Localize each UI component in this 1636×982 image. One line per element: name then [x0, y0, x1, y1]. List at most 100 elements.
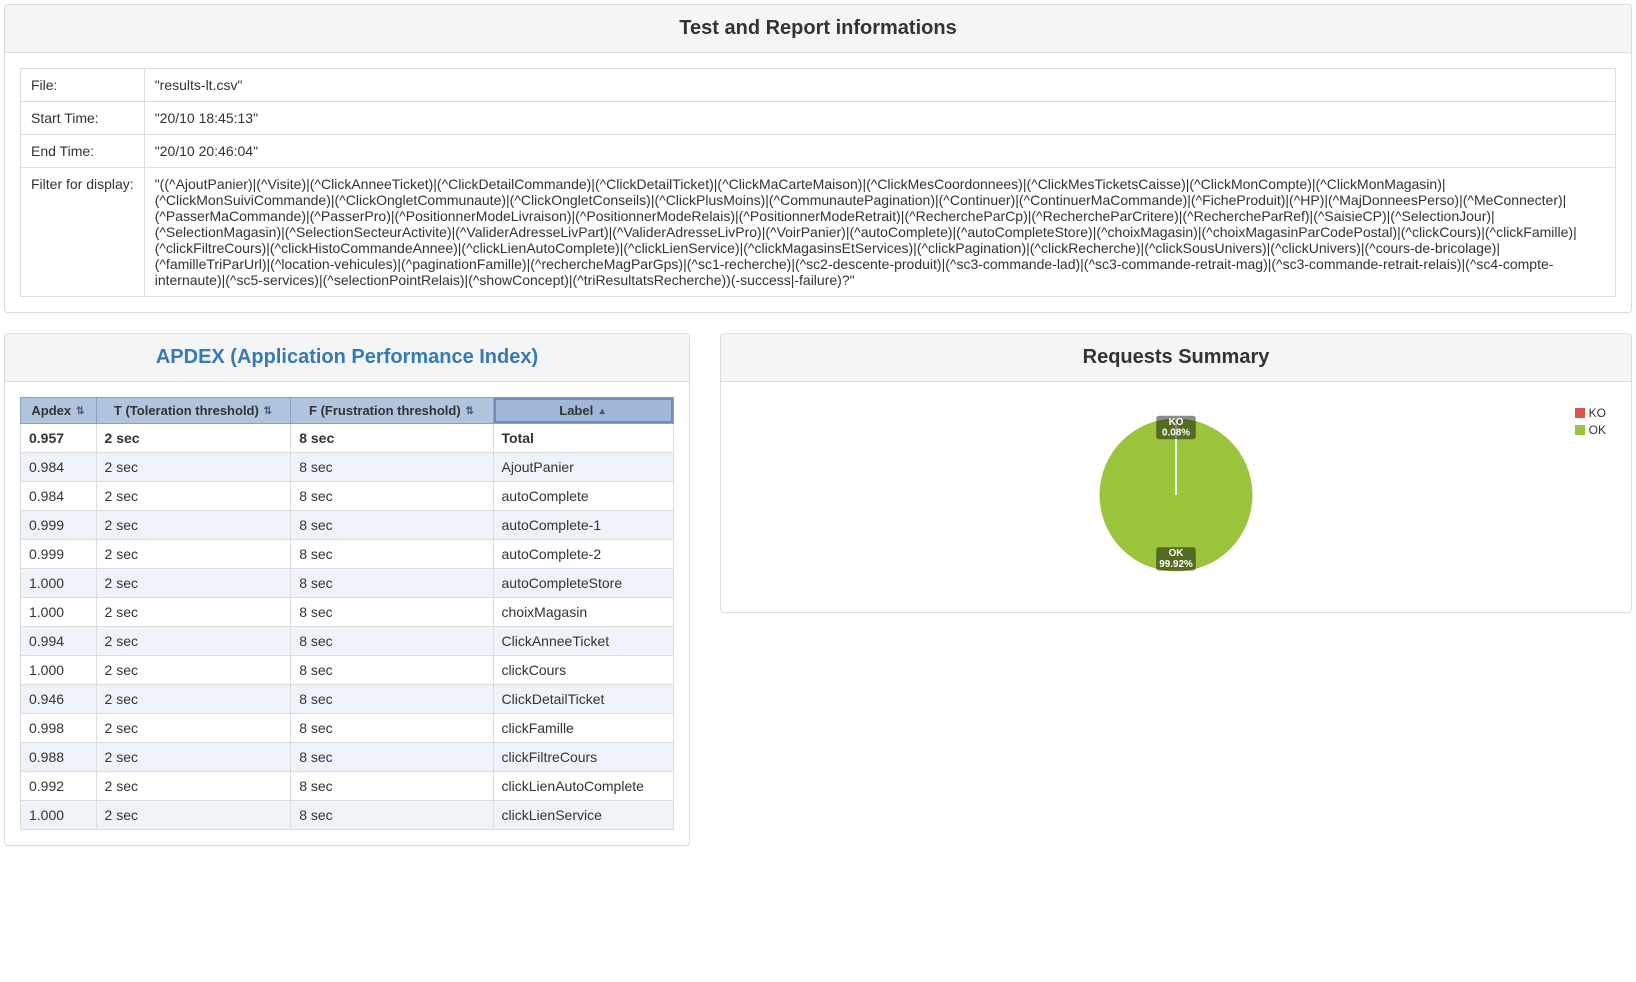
apdex-col-label: F (Frustration threshold): [309, 403, 461, 418]
info-key: Filter for display:: [21, 168, 145, 297]
apdex-row: 0.9922 sec8 secclickLienAutoComplete: [21, 772, 674, 801]
apdex-cell-f: 8 sec: [291, 743, 493, 772]
apdex-cell-apdex: 0.994: [21, 627, 97, 656]
apdex-cell-label: AjoutPanier: [493, 453, 674, 482]
apdex-cell-t: 2 sec: [96, 772, 291, 801]
apdex-row: 0.9992 sec8 secautoComplete-1: [21, 511, 674, 540]
apdex-cell-t: 2 sec: [96, 656, 291, 685]
apdex-cell-t: 2 sec: [96, 482, 291, 511]
apdex-cell-label: choixMagasin: [493, 598, 674, 627]
apdex-cell-apdex: 0.999: [21, 540, 97, 569]
apdex-row: 1.0002 sec8 secchoixMagasin: [21, 598, 674, 627]
apdex-cell-apdex: 0.988: [21, 743, 97, 772]
apdex-cell-f: 8 sec: [291, 714, 493, 743]
apdex-panel: APDEX (Application Performance Index) Ap…: [4, 333, 690, 846]
apdex-cell-t: 2 sec: [96, 424, 291, 453]
apdex-col-label: Label: [559, 403, 593, 418]
apdex-cell-apdex: 0.998: [21, 714, 97, 743]
apdex-col-label: T (Toleration threshold): [114, 403, 259, 418]
apdex-cell-f: 8 sec: [291, 453, 493, 482]
apdex-row: 0.9992 sec8 secautoComplete-2: [21, 540, 674, 569]
apdex-cell-t: 2 sec: [96, 511, 291, 540]
apdex-cell-t: 2 sec: [96, 569, 291, 598]
svg-text:99.92%: 99.92%: [1159, 559, 1193, 570]
apdex-col-header[interactable]: F (Frustration threshold) ⇅: [291, 398, 493, 424]
svg-text:KO: KO: [1169, 417, 1184, 428]
apdex-col-header[interactable]: T (Toleration threshold)⇅: [96, 398, 291, 424]
apdex-row: 0.9462 sec8 secClickDetailTicket: [21, 685, 674, 714]
requests-pie-wrap: KO0.08%OK99.92% KOOK: [736, 397, 1616, 597]
apdex-cell-apdex: 1.000: [21, 598, 97, 627]
apdex-cell-f: 8 sec: [291, 685, 493, 714]
requests-pie-legend: KOOK: [1575, 405, 1606, 439]
apdex-cell-t: 2 sec: [96, 801, 291, 830]
test-report-info-heading: Test and Report informations: [5, 5, 1631, 53]
info-value: "results-lt.csv": [144, 69, 1615, 102]
legend-swatch: [1575, 408, 1585, 418]
apdex-row: 1.0002 sec8 secclickCours: [21, 656, 674, 685]
apdex-row: 0.9842 sec8 secAjoutPanier: [21, 453, 674, 482]
test-report-info-body: File:"results-lt.csv"Start Time:"20/10 1…: [5, 53, 1631, 312]
requests-summary-heading: Requests Summary: [721, 334, 1631, 382]
info-key: Start Time:: [21, 102, 145, 135]
apdex-cell-f: 8 sec: [291, 598, 493, 627]
apdex-row: 0.9882 sec8 secclickFiltreCours: [21, 743, 674, 772]
requests-summary-title: Requests Summary: [736, 346, 1616, 369]
apdex-cell-apdex: 1.000: [21, 656, 97, 685]
dashboard-row: APDEX (Application Performance Index) Ap…: [4, 333, 1632, 866]
sort-asc-icon: ▴: [597, 406, 607, 417]
apdex-col-header[interactable]: Apdex ⇅: [21, 398, 97, 424]
info-row: Filter for display:"((^AjoutPanier)|(^Vi…: [21, 168, 1616, 297]
apdex-cell-f: 8 sec: [291, 540, 493, 569]
requests-summary-panel: Requests Summary KO0.08%OK99.92% KOOK: [720, 333, 1632, 613]
info-value: "20/10 20:46:04": [144, 135, 1615, 168]
sort-both-icon: ⇅: [465, 406, 475, 417]
apdex-cell-f: 8 sec: [291, 424, 493, 453]
sort-both-icon: ⇅: [75, 406, 85, 417]
apdex-cell-label: autoComplete: [493, 482, 674, 511]
test-report-info-title: Test and Report informations: [20, 17, 1616, 40]
requests-summary-body: KO0.08%OK99.92% KOOK: [721, 382, 1631, 612]
info-row: End Time:"20/10 20:46:04": [21, 135, 1616, 168]
apdex-row: 1.0002 sec8 secautoCompleteStore: [21, 569, 674, 598]
legend-label: KO: [1589, 405, 1606, 422]
legend-item-ko[interactable]: KO: [1575, 405, 1606, 422]
apdex-cell-t: 2 sec: [96, 540, 291, 569]
apdex-cell-f: 8 sec: [291, 656, 493, 685]
pie-label-ko: KO0.08%: [1156, 416, 1196, 439]
legend-label: OK: [1589, 422, 1606, 439]
apdex-cell-t: 2 sec: [96, 685, 291, 714]
apdex-row: 0.9572 sec8 secTotal: [21, 424, 674, 453]
apdex-cell-apdex: 0.992: [21, 772, 97, 801]
apdex-row: 0.9842 sec8 secautoComplete: [21, 482, 674, 511]
apdex-col-label: Apdex: [31, 403, 71, 418]
apdex-row: 0.9942 sec8 secClickAnneeTicket: [21, 627, 674, 656]
test-report-info-table: File:"results-lt.csv"Start Time:"20/10 1…: [20, 68, 1616, 297]
apdex-cell-label: autoCompleteStore: [493, 569, 674, 598]
apdex-cell-t: 2 sec: [96, 743, 291, 772]
apdex-cell-t: 2 sec: [96, 714, 291, 743]
apdex-cell-t: 2 sec: [96, 453, 291, 482]
requests-pie-chart[interactable]: KO0.08%OK99.92%: [1086, 405, 1266, 585]
info-key: File:: [21, 69, 145, 102]
apdex-cell-apdex: 0.946: [21, 685, 97, 714]
apdex-cell-f: 8 sec: [291, 482, 493, 511]
apdex-cell-apdex: 1.000: [21, 801, 97, 830]
apdex-cell-label: Total: [493, 424, 674, 453]
info-row: File:"results-lt.csv": [21, 69, 1616, 102]
apdex-title: APDEX (Application Performance Index): [20, 346, 674, 369]
apdex-cell-label: ClickDetailTicket: [493, 685, 674, 714]
test-report-info-panel: Test and Report informations File:"resul…: [4, 4, 1632, 313]
apdex-cell-t: 2 sec: [96, 627, 291, 656]
info-value: "20/10 18:45:13": [144, 102, 1615, 135]
info-row: Start Time:"20/10 18:45:13": [21, 102, 1616, 135]
apdex-cell-label: clickFiltreCours: [493, 743, 674, 772]
apdex-cell-f: 8 sec: [291, 772, 493, 801]
apdex-col-header[interactable]: Label ▴: [493, 398, 674, 424]
apdex-cell-f: 8 sec: [291, 511, 493, 540]
apdex-body: Apdex⇅T (Toleration threshold)⇅F (Frustr…: [5, 382, 689, 845]
apdex-heading[interactable]: APDEX (Application Performance Index): [5, 334, 689, 382]
apdex-cell-t: 2 sec: [96, 598, 291, 627]
apdex-cell-apdex: 0.957: [21, 424, 97, 453]
legend-item-ok[interactable]: OK: [1575, 422, 1606, 439]
